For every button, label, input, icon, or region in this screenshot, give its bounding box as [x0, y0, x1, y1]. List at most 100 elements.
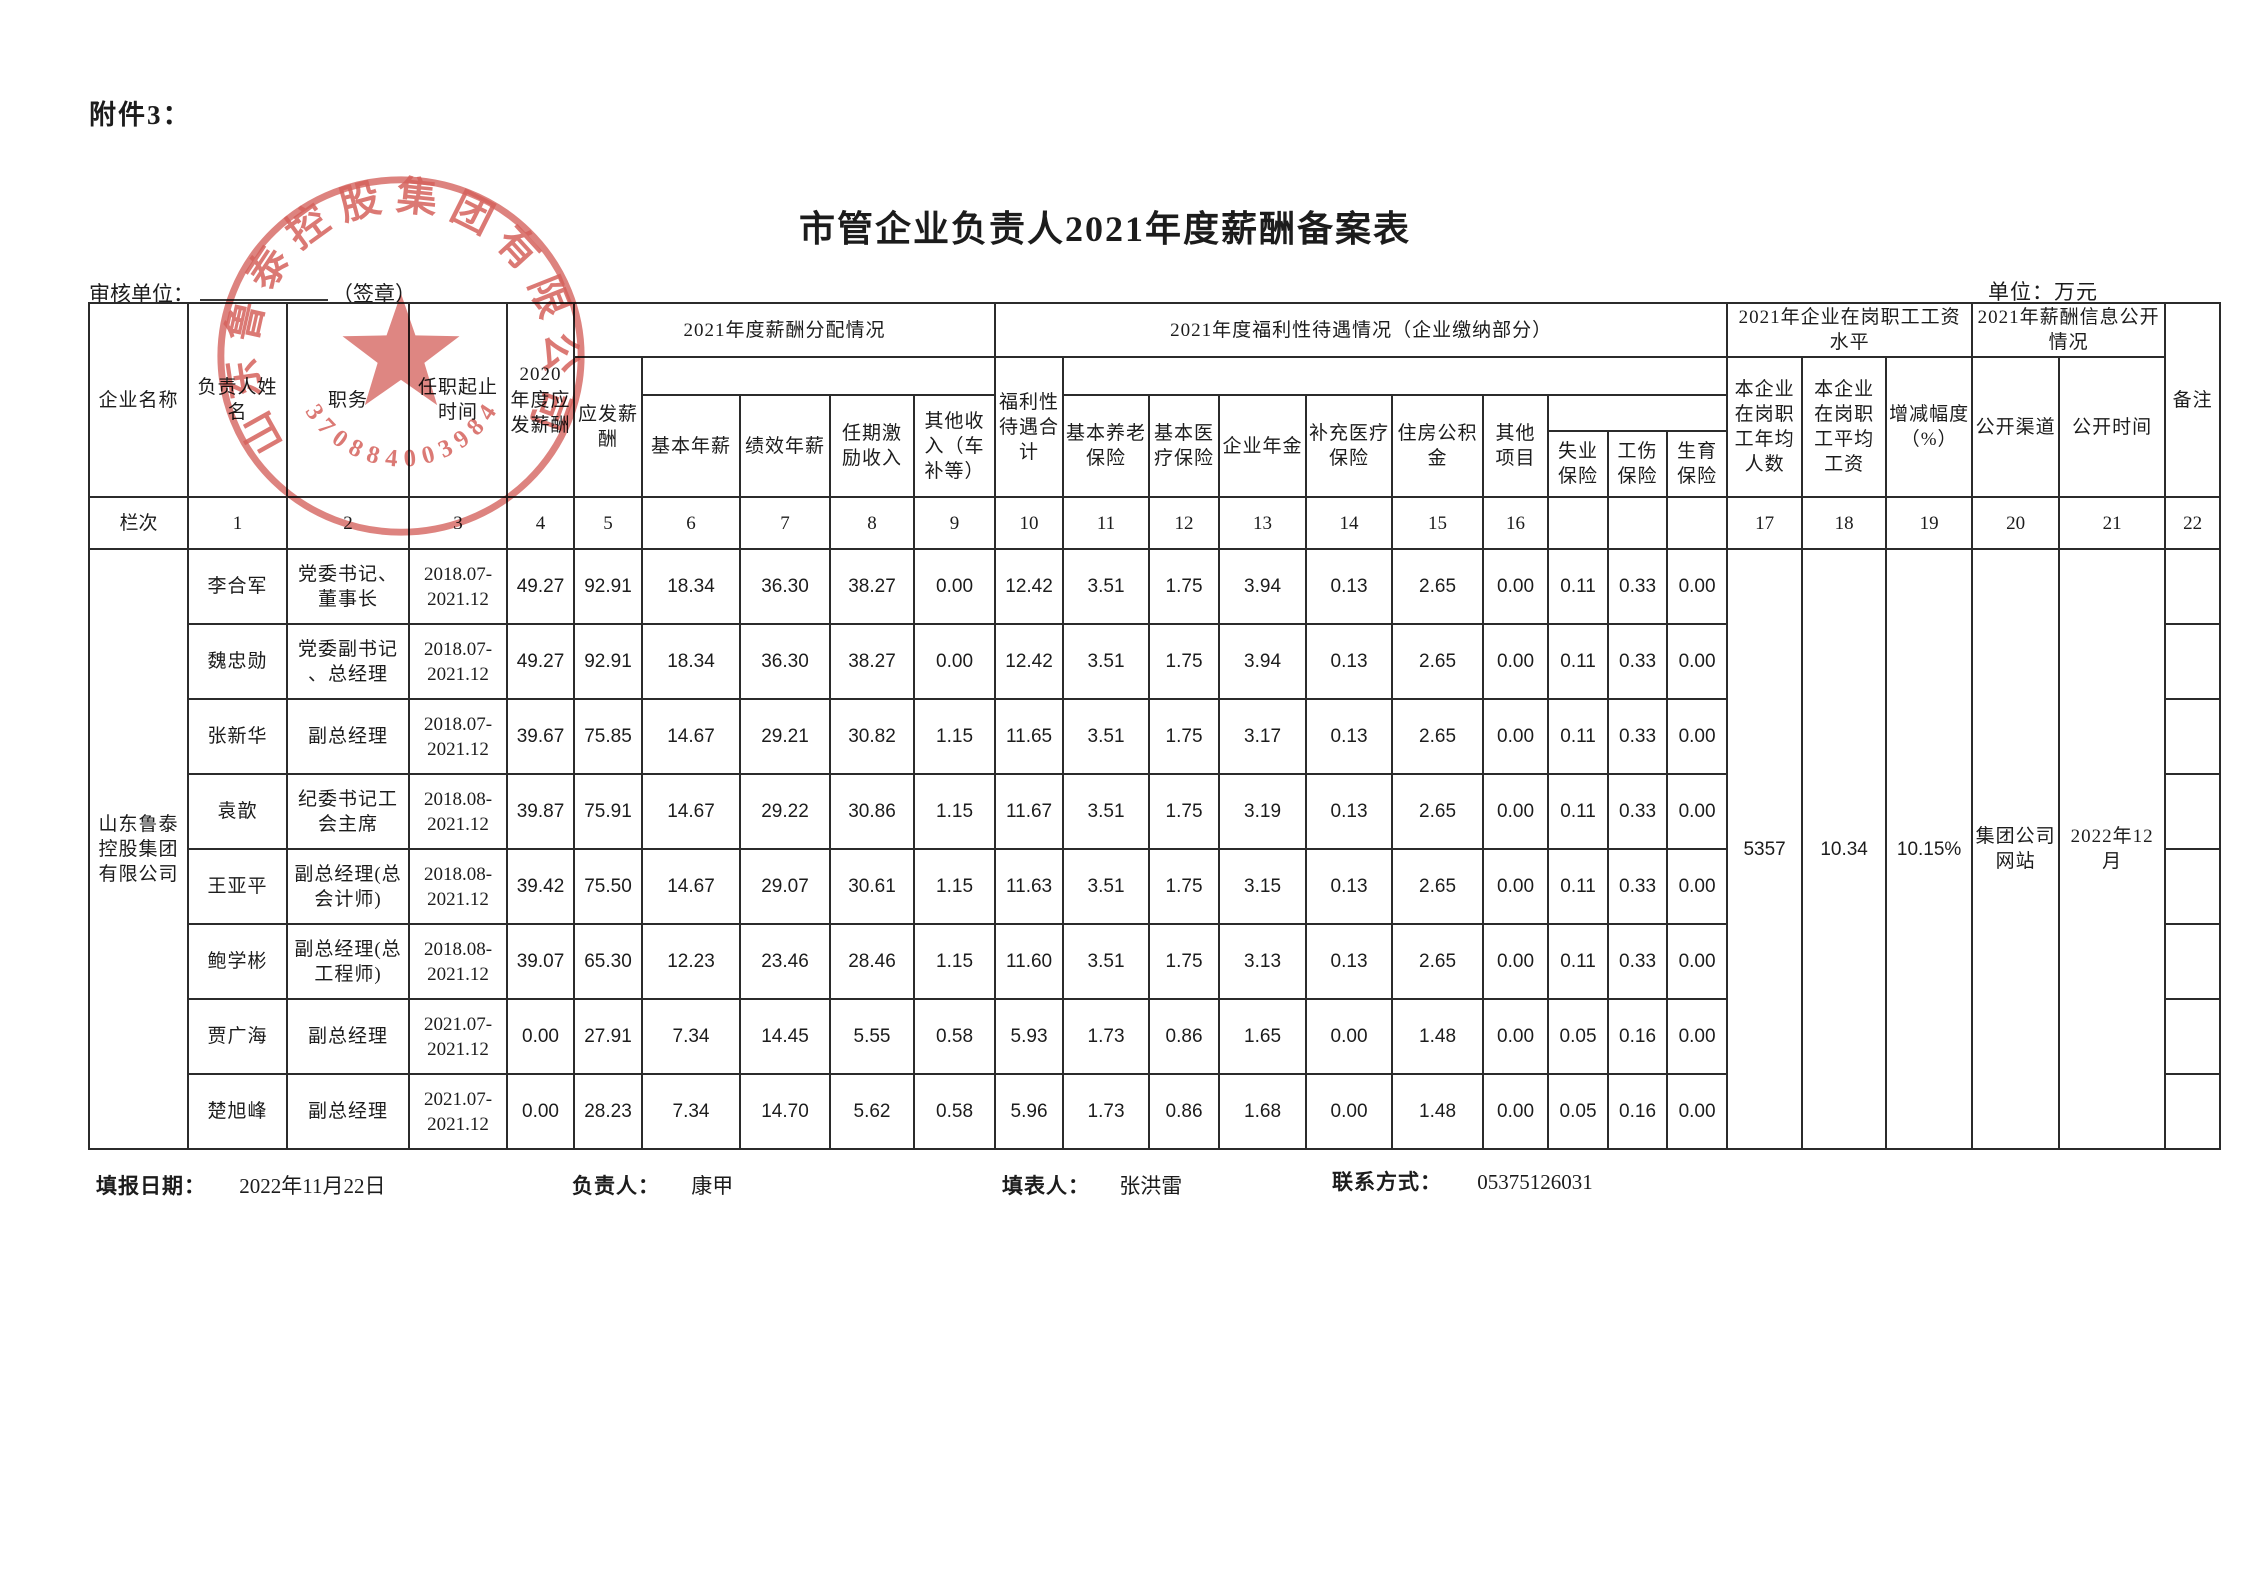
- audit-unit-blank: [200, 279, 328, 301]
- cell-maternity: 0.00: [1666, 773, 1729, 851]
- cell-position: 党委书记、董事长: [286, 548, 410, 626]
- header-medical: 基本医疗保险: [1148, 394, 1221, 499]
- cell-unemployment: 0.11: [1547, 848, 1610, 926]
- cell-welfare-total: 5.96: [994, 1073, 1065, 1151]
- lane-num: 17: [1726, 496, 1804, 551]
- contact-value: 05375126031: [1477, 1170, 1593, 1194]
- cell-2020-salary: 49.27: [506, 548, 575, 626]
- cell-term: 2018.08-2021.12: [408, 848, 508, 926]
- cell-unemployment: 0.11: [1547, 773, 1610, 851]
- cell-annuity: 3.19: [1218, 773, 1308, 851]
- cell-medical: 1.75: [1148, 923, 1221, 1001]
- cell-channel: 集团公司网站: [1971, 548, 2061, 1151]
- report-date-value: 2022年11月22日: [239, 1174, 386, 1198]
- section-wage-level: 2021年企业在岗职工工资水平: [1726, 301, 1974, 359]
- header-channel: 公开渠道: [1971, 356, 2061, 499]
- cell-other-income: 1.15: [912, 923, 997, 1001]
- cell-remark: [2164, 848, 2222, 926]
- cell-perf: 29.22: [739, 773, 831, 851]
- header-term: 任职起止时间: [408, 301, 508, 499]
- cell-tenure: 5.62: [829, 1073, 915, 1151]
- cell-annuity: 1.68: [1218, 1073, 1308, 1151]
- cell-person-name: 李合军: [187, 548, 288, 626]
- cell-term: 2018.08-2021.12: [408, 773, 508, 851]
- header-annuity: 企业年金: [1218, 394, 1308, 499]
- cell-term: 2021.07-2021.12: [408, 998, 508, 1076]
- cell-other-income: 0.00: [912, 548, 997, 626]
- header-prev-salary: 2020年度应发薪酬: [506, 301, 575, 499]
- cell-other-income: 0.00: [912, 623, 997, 701]
- cell-housing: 2.65: [1391, 623, 1485, 701]
- header-headcount: 本企业在岗职工年均人数: [1726, 356, 1804, 499]
- table-row: 鲍学彬 副总经理(总工程师) 2018.08-2021.12 39.07 65.…: [89, 923, 2222, 1001]
- cell-payable: 27.91: [573, 998, 643, 1076]
- cell-injury: 0.16: [1607, 1073, 1669, 1151]
- cell-welfare-total: 12.42: [994, 548, 1065, 626]
- table-row: 王亚平 副总经理(总会计师) 2018.08-2021.12 39.42 75.…: [89, 848, 2222, 926]
- cell-base: 18.34: [641, 548, 741, 626]
- section-salary-distribution: 2021年度薪酬分配情况: [572, 301, 997, 359]
- cell-annuity: 1.65: [1218, 998, 1308, 1076]
- lane-num: 21: [2058, 496, 2167, 551]
- lane-num: 5: [573, 496, 643, 551]
- table-row: 贾广海 副总经理 2021.07-2021.12 0.00 27.91 7.34…: [89, 998, 2222, 1076]
- header-position: 职务: [286, 301, 410, 499]
- cell-remark: [2164, 998, 2222, 1076]
- header-other-income: 其他收入（车补等）: [912, 394, 997, 499]
- cell-other-items: 0.00: [1482, 1073, 1550, 1151]
- contact-label: 联系方式：: [1332, 1170, 1442, 1194]
- cell-2020-salary: 39.87: [506, 773, 575, 851]
- cell-base: 18.34: [641, 623, 741, 701]
- column-number-row: 栏次 1 2 3 4 5 6 7 8 9 10 11 12 13 14 15 1…: [88, 496, 2222, 551]
- lane-num: 2: [286, 496, 410, 551]
- cell-perf: 29.21: [739, 698, 831, 776]
- cell-payable: 75.85: [573, 698, 643, 776]
- lane-num: [1666, 496, 1729, 551]
- cell-housing: 1.48: [1391, 1073, 1485, 1151]
- cell-medical: 1.75: [1148, 848, 1221, 926]
- cell-perf: 36.30: [739, 623, 831, 701]
- lane-num: 16: [1482, 496, 1550, 551]
- cell-injury: 0.33: [1607, 623, 1669, 701]
- cell-unemployment: 0.11: [1547, 923, 1610, 1001]
- footer-report-date: 填报日期： 2022年11月22日: [96, 1170, 385, 1200]
- company-name-cell: 山东鲁泰控股集团有限公司: [88, 548, 189, 1151]
- cell-change-rate: 10.15%: [1885, 548, 1974, 1151]
- cell-other-income: 0.58: [912, 998, 997, 1076]
- cell-welfare-total: 11.63: [994, 848, 1065, 926]
- header-supp-medical: 补充医疗保险: [1305, 394, 1394, 499]
- cell-avg-wage: 10.34: [1801, 548, 1888, 1151]
- header-other-items: 其他项目: [1482, 394, 1550, 499]
- cell-person-name: 魏忠勋: [187, 623, 288, 701]
- cell-injury: 0.33: [1607, 698, 1669, 776]
- cell-tenure: 30.61: [829, 848, 915, 926]
- cell-2020-salary: 39.67: [506, 698, 575, 776]
- unit-note: 单位：万元: [1988, 280, 2098, 304]
- cell-remark: [2164, 1073, 2222, 1151]
- cell-perf: 14.45: [739, 998, 831, 1076]
- cell-maternity: 0.00: [1666, 848, 1729, 926]
- cell-welfare-total: 12.42: [994, 623, 1065, 701]
- lane-num: 20: [1971, 496, 2061, 551]
- cell-housing: 2.65: [1391, 548, 1485, 626]
- report-date-label: 填报日期：: [96, 1174, 206, 1198]
- cell-person-name: 贾广海: [187, 998, 288, 1076]
- lane-num: 1: [187, 496, 288, 551]
- cell-other-income: 1.15: [912, 698, 997, 776]
- lane-num: 6: [641, 496, 741, 551]
- cell-medical: 1.75: [1148, 623, 1221, 701]
- cell-other-items: 0.00: [1482, 548, 1550, 626]
- footer-manager: 负责人： 康甲: [572, 1170, 733, 1200]
- table-row: 山东鲁泰控股集团有限公司 李合军 党委书记、董事长 2018.07-2021.1…: [88, 548, 2222, 1151]
- cell-other-items: 0.00: [1482, 848, 1550, 926]
- cell-supp-medical: 0.13: [1305, 698, 1394, 776]
- lane-num: 15: [1391, 496, 1485, 551]
- footer-contact: 联系方式： 05375126031: [1332, 1166, 1593, 1196]
- cell-injury: 0.33: [1607, 548, 1669, 626]
- cell-remark: [2164, 698, 2222, 776]
- table-row: 张新华 副总经理 2018.07-2021.12 39.67 75.85 14.…: [89, 698, 2222, 776]
- cell-maternity: 0.00: [1666, 1073, 1729, 1151]
- header-avg-wage: 本企业在岗职工平均工资: [1801, 356, 1888, 499]
- cell-housing: 2.65: [1391, 698, 1485, 776]
- cell-maternity: 0.00: [1666, 923, 1729, 1001]
